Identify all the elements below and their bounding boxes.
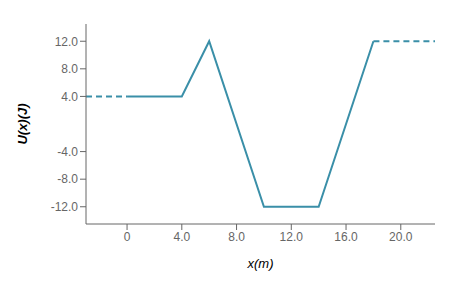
svg-text:-8.0: -8.0 <box>57 172 78 186</box>
svg-text:8.0: 8.0 <box>61 62 78 76</box>
svg-text:-12.0: -12.0 <box>51 200 79 214</box>
svg-text:16.0: 16.0 <box>334 230 358 244</box>
svg-text:x(m): x(m) <box>247 256 274 271</box>
svg-text:8.0: 8.0 <box>228 230 245 244</box>
svg-text:-4.0: -4.0 <box>57 145 78 159</box>
svg-text:4.0: 4.0 <box>61 90 78 104</box>
svg-text:20.0: 20.0 <box>389 230 413 244</box>
svg-text:4.0: 4.0 <box>173 230 190 244</box>
svg-text:U(x)(J): U(x)(J) <box>15 103 30 144</box>
svg-text:12.0: 12.0 <box>55 35 79 49</box>
svg-text:0: 0 <box>124 230 131 244</box>
svg-text:12.0: 12.0 <box>280 230 304 244</box>
